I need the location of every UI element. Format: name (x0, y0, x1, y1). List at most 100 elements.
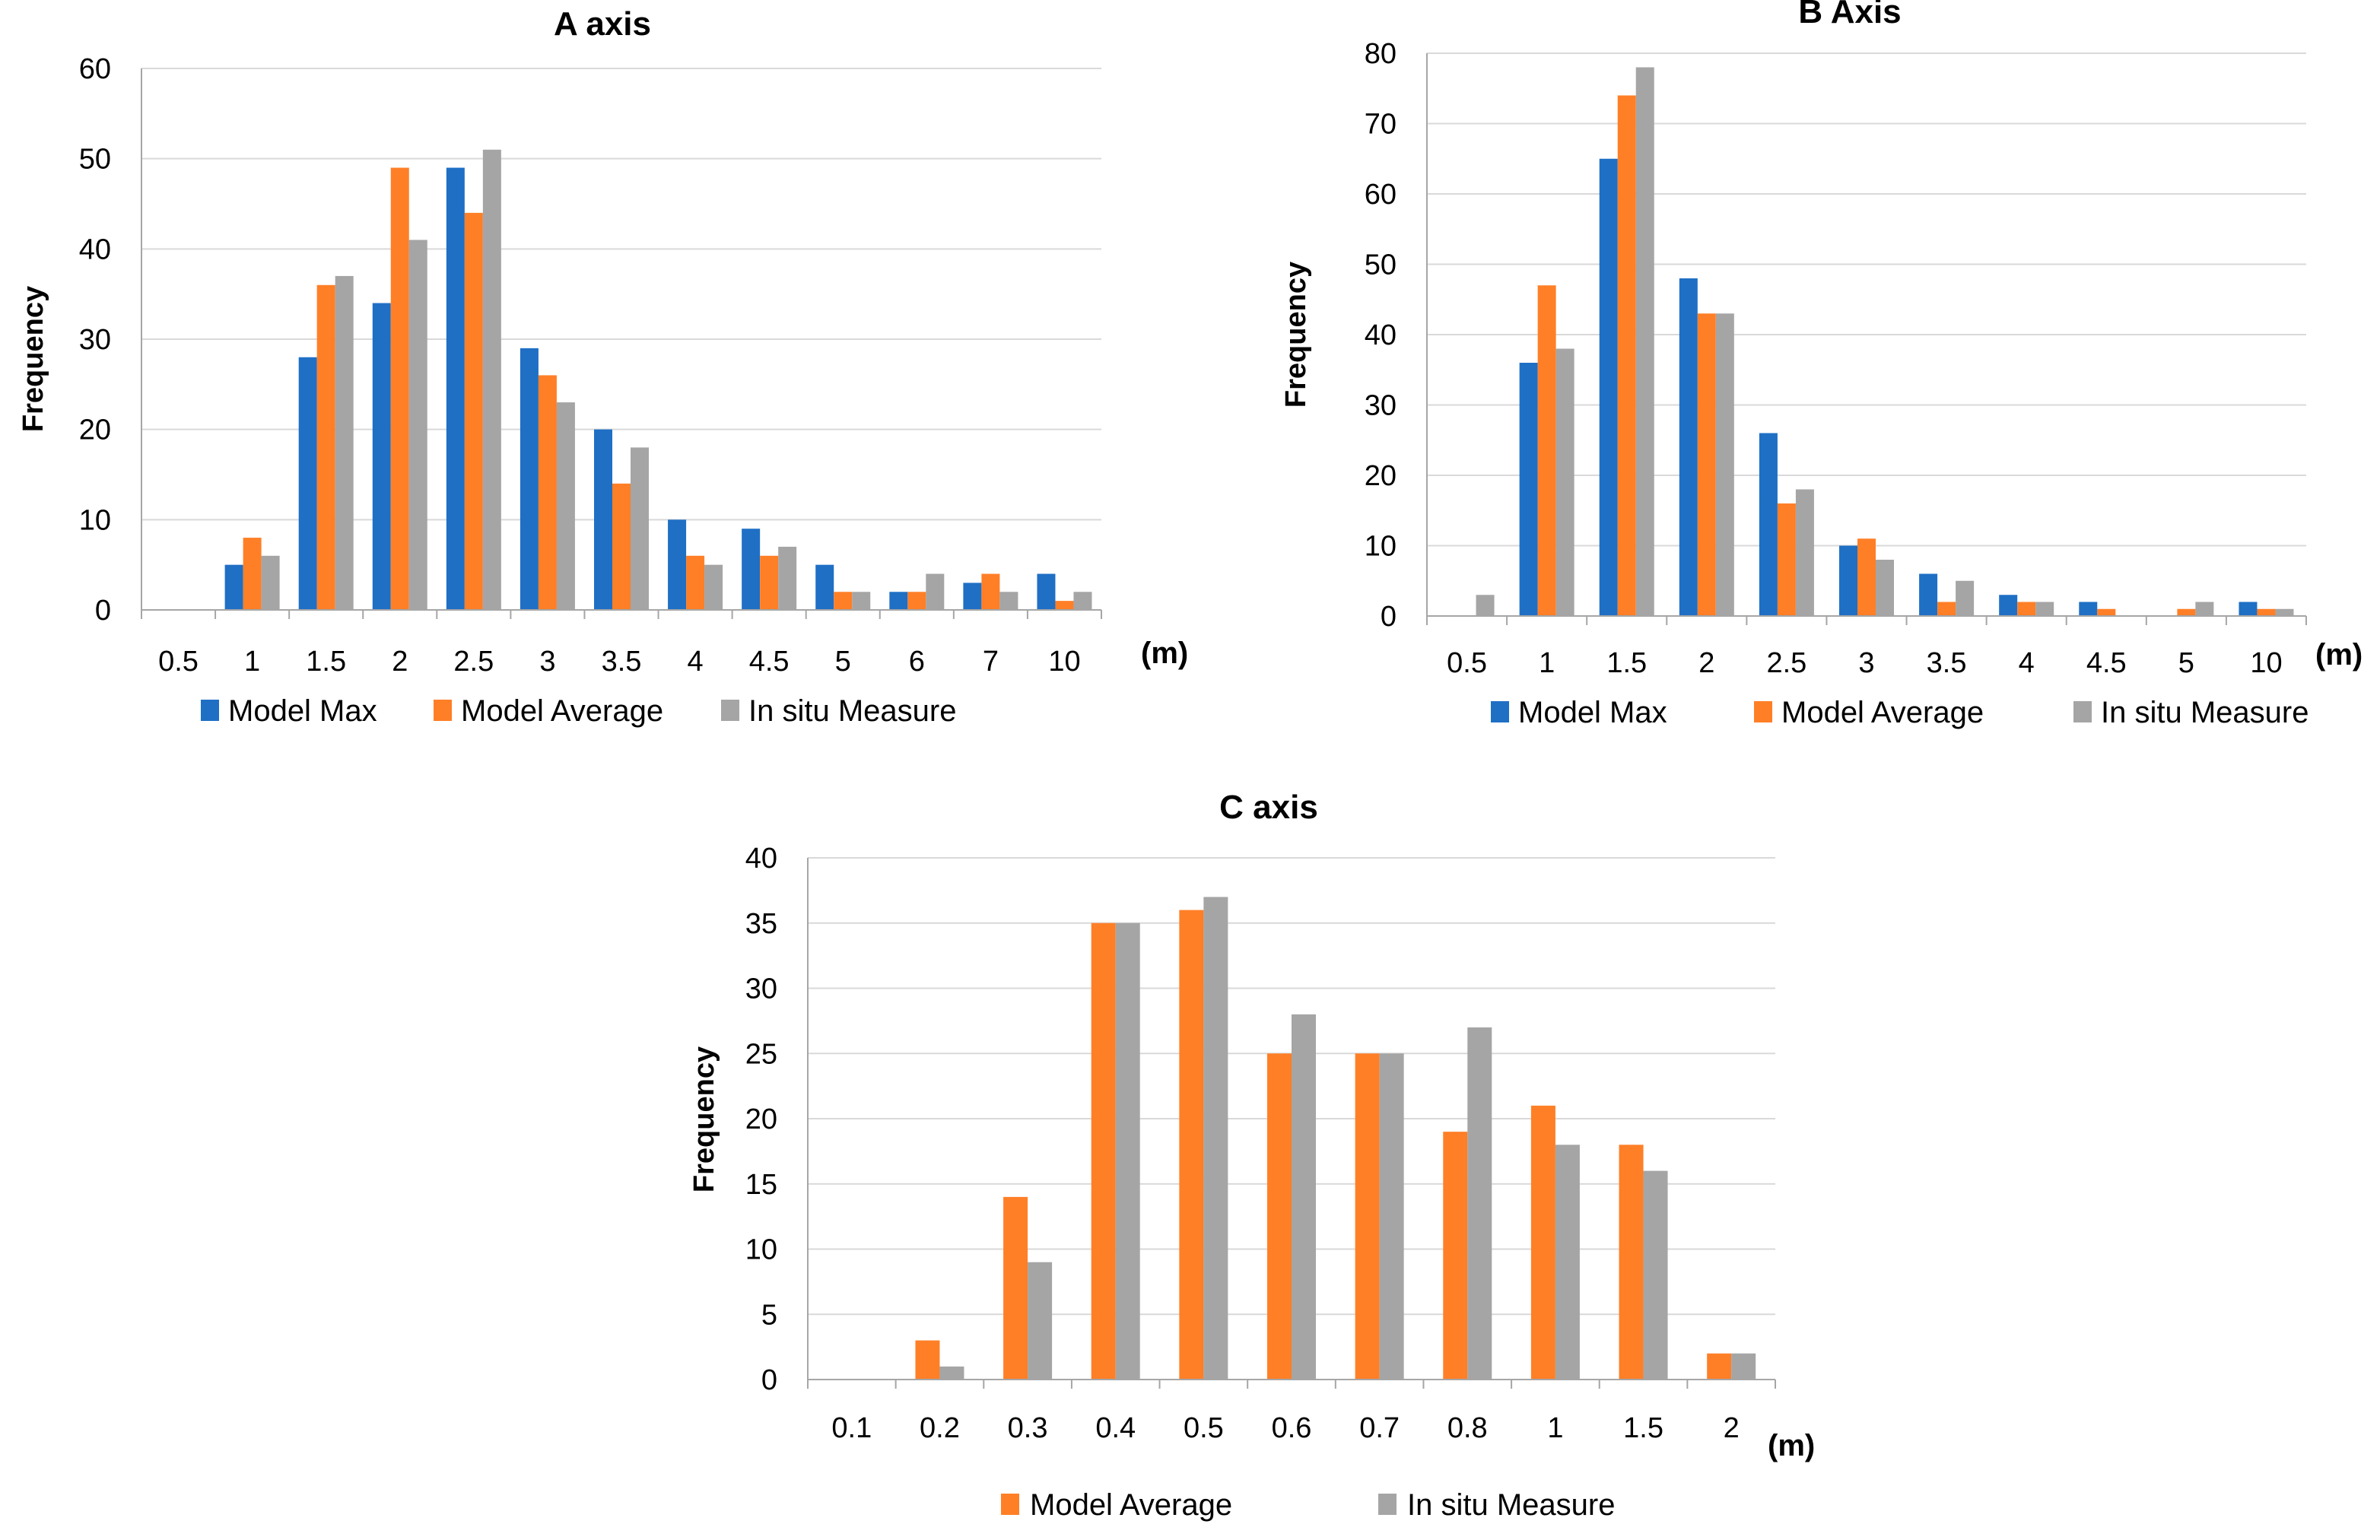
bar (999, 592, 1018, 610)
bar (1537, 285, 1556, 616)
y-tick-label: 60 (1365, 179, 1397, 211)
chart-a-y-ticks: 0 10 20 30 40 50 60 (79, 53, 111, 627)
chart-b-y-ticks: 0 10 20 30 40 50 60 70 80 (1365, 38, 1397, 633)
bar (1073, 592, 1092, 610)
bar (1179, 910, 1204, 1380)
bar (1203, 897, 1228, 1380)
chart-a-x-unit: (m) (1141, 637, 1188, 670)
x-tick-label: 2 (392, 646, 408, 678)
bar (2017, 602, 2036, 616)
legend-label-model-max: Model Max (228, 694, 377, 728)
chart-c-y-ticks: 0 5 10 15 20 25 30 35 40 (745, 843, 777, 1396)
bar (556, 402, 575, 610)
bar (1697, 313, 1716, 616)
chart-c: C axis Frequency 0 5 10 15 20 25 30 35 40 0.1 0.2… (688, 789, 1815, 1522)
chart-c-legend: Model Average In situ Measure (1001, 1488, 1615, 1522)
chart-c-x-ticks: 0.1 0.2 0.3 0.4 0.5 0.6 0.7 0.8 1 1.5 2 (831, 1412, 1739, 1444)
y-tick-label: 15 (745, 1169, 777, 1201)
y-tick-label: 20 (79, 414, 111, 446)
bar (926, 573, 945, 610)
y-tick-label: 10 (745, 1234, 777, 1266)
bar (2079, 602, 2098, 616)
chart-c-x-axis (807, 858, 1776, 1389)
legend-swatch-in-situ (721, 700, 739, 721)
bar (1795, 489, 1814, 616)
x-tick-label: 2.5 (453, 646, 494, 678)
bar (335, 275, 354, 610)
x-tick-label: 1 (1547, 1412, 1563, 1444)
chart-a-gridlines (141, 68, 1101, 521)
bar (2239, 602, 2258, 616)
chart-b: B Axis Frequency 0 10 20 30 40 50 60 70 80 0.5 1 1… (1280, 0, 2363, 729)
bar (1028, 1262, 1053, 1380)
x-tick-label: 7 (983, 646, 999, 678)
y-tick-label: 30 (79, 324, 111, 356)
x-tick-label: 4 (688, 646, 704, 678)
bar (446, 167, 465, 611)
y-tick-label: 10 (79, 504, 111, 536)
y-tick-label: 0 (95, 595, 111, 627)
y-tick-label: 50 (79, 144, 111, 176)
legend-label-in-situ: In situ Measure (1407, 1488, 1615, 1522)
bar (889, 592, 908, 610)
y-tick-label: 40 (745, 843, 777, 875)
x-tick-label: 3.5 (602, 646, 642, 678)
y-tick-label: 70 (1365, 109, 1397, 141)
x-tick-label: 10 (1048, 646, 1080, 678)
bar (464, 212, 483, 610)
bar (1617, 95, 1636, 616)
bar (1777, 503, 1796, 616)
bar (704, 564, 723, 610)
legend-label-model-max: Model Max (1518, 696, 1667, 729)
bar (224, 564, 243, 610)
legend-label-model-average: Model Average (461, 694, 663, 728)
bar (261, 555, 280, 610)
y-tick-label: 10 (1365, 531, 1397, 563)
chart-b-x-axis (1426, 53, 2307, 625)
bar (686, 555, 705, 610)
bar (1919, 573, 1938, 616)
bar (1707, 1353, 1732, 1380)
bar (1037, 573, 1056, 610)
x-tick-label: 1 (1539, 647, 1555, 679)
chart-b-x-unit: (m) (2315, 638, 2363, 672)
bar (1467, 1027, 1492, 1380)
chart-b-title: B Axis (1798, 0, 1901, 30)
bar (1379, 1053, 1404, 1380)
x-tick-label: 0.5 (1447, 647, 1487, 679)
y-tick-label: 5 (761, 1299, 777, 1331)
chart-b-bars (1476, 67, 2294, 616)
bar (1519, 363, 1538, 616)
legend-swatch-model-average (1754, 701, 1772, 722)
y-tick-label: 35 (745, 908, 777, 940)
chart-a-bars (224, 149, 1092, 611)
bar (1876, 560, 1894, 616)
x-tick-label: 2 (1698, 647, 1714, 679)
bar (834, 592, 853, 610)
x-tick-label: 5 (2178, 647, 2194, 679)
x-tick-label: 4.5 (2086, 647, 2127, 679)
y-tick-label: 0 (1381, 601, 1397, 633)
y-tick-label: 40 (79, 233, 111, 265)
bar (915, 1340, 940, 1380)
bar (1643, 1170, 1668, 1380)
bar (2275, 608, 2294, 616)
bar (1267, 1053, 1292, 1380)
x-tick-label: 0.1 (831, 1412, 872, 1444)
chart-a-ylabel: Frequency (17, 286, 49, 432)
bar (520, 348, 539, 610)
bar (1055, 601, 1074, 610)
bar (1355, 1053, 1380, 1380)
bar (1091, 922, 1116, 1380)
bar (1679, 278, 1698, 616)
bar (1635, 67, 1654, 616)
bar (1956, 580, 1975, 616)
bar (1555, 1145, 1580, 1380)
legend-label-model-average: Model Average (1781, 696, 1984, 729)
bar (594, 429, 612, 610)
chart-a-x-ticks: 0.5 1 1.5 2 2.5 3 3.5 4 4.5 5 6 7 10 (158, 646, 1080, 678)
chart-b-x-ticks: 0.5 1 1.5 2 2.5 3 3.5 4 4.5 5 10 (1447, 647, 2282, 679)
bar (1619, 1145, 1644, 1380)
y-tick-label: 60 (79, 53, 111, 85)
legend-swatch-model-average (1001, 1494, 1019, 1515)
